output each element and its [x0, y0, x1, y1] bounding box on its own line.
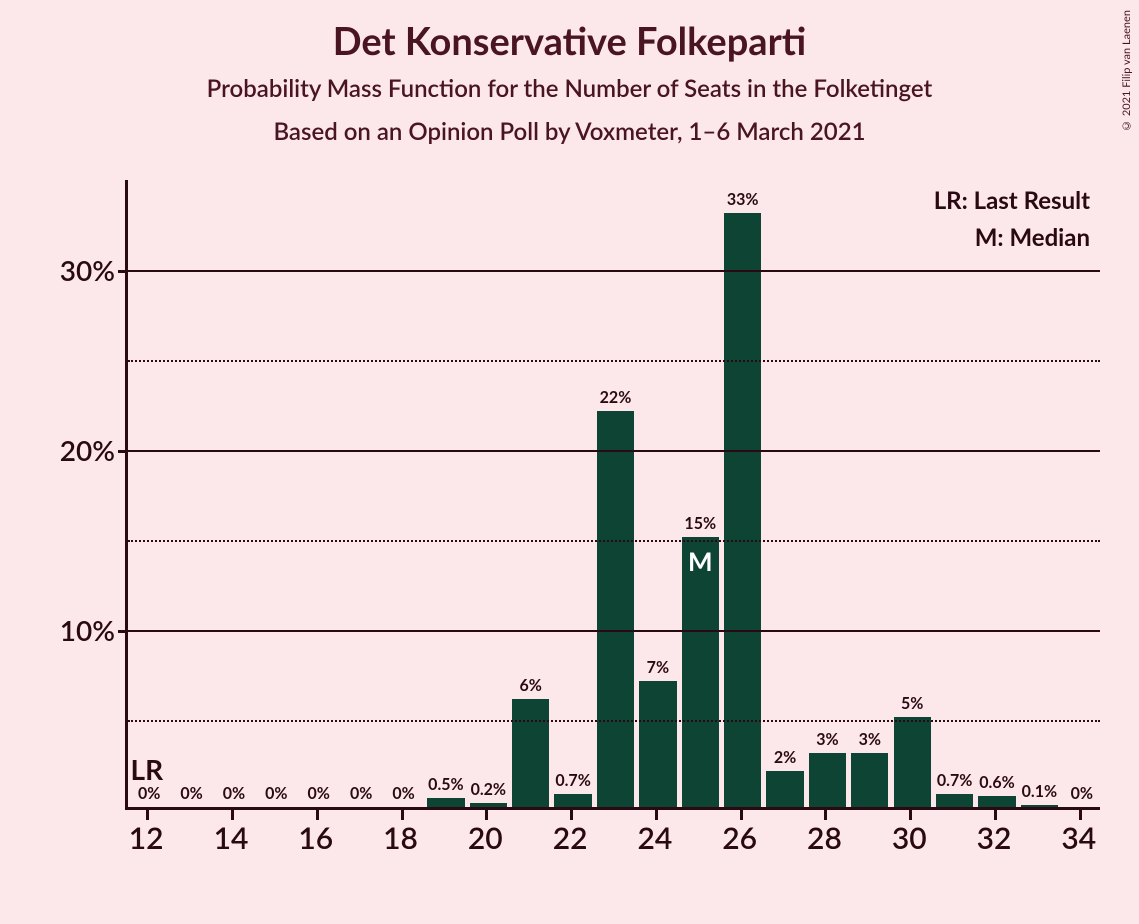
x-axis-label: 28	[807, 820, 842, 856]
x-axis-label: 30	[892, 820, 927, 856]
y-axis-label: 20%	[60, 433, 115, 467]
x-axis-label: 20	[468, 820, 503, 856]
bar-value-label: 0.1%	[1022, 782, 1057, 805]
bar-value-label: 0%	[392, 784, 414, 807]
bar-value-label: 0%	[180, 784, 202, 807]
bar-value-label: 7%	[647, 658, 669, 681]
bar-value-label: 0.7%	[555, 771, 590, 794]
y-tick-mark	[118, 450, 128, 453]
bar-value-label: 5%	[901, 694, 923, 717]
x-tick-mark	[1079, 810, 1082, 820]
bar-value-label: 3%	[859, 730, 881, 753]
bar-value-label: 6%	[520, 676, 542, 699]
bar: 0.6%	[978, 796, 1015, 807]
bar-value-label: 0.6%	[979, 773, 1014, 796]
y-tick-mark	[118, 270, 128, 273]
bar: 0.7%	[554, 794, 591, 807]
x-tick-mark	[994, 810, 997, 820]
x-tick-mark	[909, 810, 912, 820]
bar-value-label: 0%	[308, 784, 330, 807]
bar-value-label: 0%	[1071, 784, 1093, 807]
bar-value-label: 0%	[350, 784, 372, 807]
chart-title: Det Konservative Folkeparti	[0, 0, 1139, 64]
bar: 0.7%	[936, 794, 973, 807]
bar-value-label: 0.2%	[471, 780, 506, 803]
gridline-minor	[128, 540, 1100, 542]
x-axis-label: 34	[1061, 820, 1096, 856]
gridline-minor	[128, 360, 1100, 362]
x-tick-mark	[401, 810, 404, 820]
bars-container: 0%0%0%0%0%0%0%0.5%0.2%6%0.7%22%7%15%M33%…	[128, 180, 1100, 807]
chart-subtitle-2: Based on an Opinion Poll by Voxmeter, 1–…	[0, 103, 1139, 146]
bar: 3%	[851, 753, 888, 807]
x-tick-mark	[316, 810, 319, 820]
bar-value-label: 15%	[684, 514, 716, 537]
bar-value-label: 3%	[816, 730, 838, 753]
x-axis-label: 16	[298, 820, 333, 856]
bar-value-label: 33%	[727, 190, 759, 213]
bar: 22%	[597, 411, 634, 807]
gridline-major	[128, 630, 1100, 632]
bar-value-label: 22%	[600, 388, 632, 411]
y-axis-label: 10%	[60, 613, 115, 647]
x-tick-mark	[740, 810, 743, 820]
bar: 0.5%	[427, 798, 464, 807]
bar-value-label: 0.5%	[428, 775, 463, 798]
x-tick-mark	[231, 810, 234, 820]
bar: 0.1%	[1021, 805, 1058, 807]
bar-value-label: 0.7%	[937, 771, 972, 794]
plot-area: LR: Last Result M: Median 0%0%0%0%0%0%0%…	[125, 180, 1100, 810]
bar-value-label: 0%	[223, 784, 245, 807]
x-tick-mark	[570, 810, 573, 820]
x-axis-label: 22	[553, 820, 588, 856]
x-axis-label: 24	[637, 820, 672, 856]
x-tick-mark	[655, 810, 658, 820]
bar-value-label: 0%	[138, 784, 160, 807]
bar: 0.2%	[470, 803, 507, 807]
bar: 33%	[724, 213, 761, 807]
x-axis-label: 14	[214, 820, 249, 856]
bar-value-label: 0%	[265, 784, 287, 807]
bar: 6%	[512, 699, 549, 807]
gridline-major	[128, 450, 1100, 452]
median-marker: M	[688, 545, 713, 577]
x-tick-mark	[824, 810, 827, 820]
y-tick-mark	[118, 630, 128, 633]
bar-value-label: 2%	[774, 748, 796, 771]
bar: 5%	[894, 717, 931, 807]
x-axis-label: 32	[977, 820, 1012, 856]
x-tick-mark	[146, 810, 149, 820]
bar: 3%	[809, 753, 846, 807]
y-axis-label: 30%	[60, 253, 115, 287]
chart-subtitle-1: Probability Mass Function for the Number…	[0, 64, 1139, 103]
bar: 7%	[639, 681, 676, 807]
gridline-minor	[128, 720, 1100, 722]
x-axis-label: 26	[722, 820, 757, 856]
chart-area: LR: Last Result M: Median 0%0%0%0%0%0%0%…	[60, 180, 1100, 880]
x-tick-mark	[485, 810, 488, 820]
copyright-text: © 2021 Filip van Laenen	[1120, 10, 1133, 132]
bar: 15%M	[682, 537, 719, 807]
gridline-major	[128, 270, 1100, 272]
bar: 2%	[766, 771, 803, 807]
last-result-marker: LR	[131, 752, 164, 786]
x-axis-label: 18	[383, 820, 418, 856]
x-axis-label: 12	[129, 820, 164, 856]
